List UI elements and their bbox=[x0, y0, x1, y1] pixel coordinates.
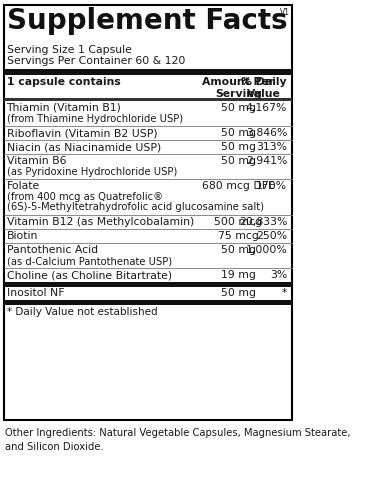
Text: Niacin (as Niacinamide USP): Niacin (as Niacinamide USP) bbox=[7, 142, 161, 152]
Text: 3%: 3% bbox=[270, 270, 287, 280]
Text: 50 mg: 50 mg bbox=[221, 142, 255, 152]
Bar bbox=[4, 282, 292, 287]
Text: Riboflavin (Vitamin B2 USP): Riboflavin (Vitamin B2 USP) bbox=[7, 128, 157, 138]
Text: Other Ingredients: Natural Vegetable Capsules, Magnesium Stearate,
and Silicon D: Other Ingredients: Natural Vegetable Cap… bbox=[5, 428, 350, 452]
Bar bbox=[4, 5, 292, 420]
Text: 4,167%: 4,167% bbox=[246, 103, 287, 113]
Text: 1 capsule contains: 1 capsule contains bbox=[7, 77, 120, 87]
Text: 19 mg: 19 mg bbox=[221, 270, 255, 280]
Text: Vitamin B12 (as Methylcobalamin): Vitamin B12 (as Methylcobalamin) bbox=[7, 217, 194, 227]
Text: (from 400 mcg as Quatrefolic®: (from 400 mcg as Quatrefolic® bbox=[7, 192, 163, 202]
Text: 50 mg: 50 mg bbox=[221, 245, 255, 255]
Text: Servings Per Container 60 & 120: Servings Per Container 60 & 120 bbox=[7, 56, 185, 66]
Bar bbox=[4, 98, 292, 100]
Text: (from Thiamine Hydrochloride USP): (from Thiamine Hydrochloride USP) bbox=[7, 114, 182, 124]
Text: Folate: Folate bbox=[7, 181, 40, 191]
Text: 1,000%: 1,000% bbox=[245, 245, 287, 255]
Text: 500 mcg: 500 mcg bbox=[214, 217, 262, 227]
Text: Pantothenic Acid: Pantothenic Acid bbox=[7, 245, 98, 255]
Text: (as d-Calcium Pantothenate USP): (as d-Calcium Pantothenate USP) bbox=[7, 256, 172, 266]
Text: V1: V1 bbox=[280, 8, 289, 17]
Text: 680 mcg DFE: 680 mcg DFE bbox=[202, 181, 274, 191]
Text: Serving Size 1 Capsule: Serving Size 1 Capsule bbox=[7, 45, 131, 55]
Text: 50 mg: 50 mg bbox=[221, 103, 255, 113]
Text: 50 mg: 50 mg bbox=[221, 128, 255, 138]
Text: 2,941%: 2,941% bbox=[246, 156, 287, 166]
Text: 170%: 170% bbox=[256, 181, 287, 191]
Text: 50 mg: 50 mg bbox=[221, 156, 255, 166]
Text: *: * bbox=[282, 288, 287, 298]
Text: (6S)-5-Methyltetrahydrofolic acid glucosamine salt): (6S)-5-Methyltetrahydrofolic acid glucos… bbox=[7, 202, 264, 212]
Text: * Daily Value not established: * Daily Value not established bbox=[7, 307, 157, 317]
Text: Vitamin B6: Vitamin B6 bbox=[7, 156, 66, 166]
Text: Inositol NF: Inositol NF bbox=[7, 288, 64, 298]
Text: 20,833%: 20,833% bbox=[239, 217, 287, 227]
Text: Amount Per
Serving: Amount Per Serving bbox=[202, 77, 274, 99]
Text: % Daily
Value: % Daily Value bbox=[242, 77, 287, 99]
Text: 250%: 250% bbox=[256, 231, 287, 241]
Text: Supplement Facts: Supplement Facts bbox=[7, 7, 287, 35]
Text: 75 mcg: 75 mcg bbox=[218, 231, 259, 241]
Text: 313%: 313% bbox=[256, 142, 287, 152]
Text: Biotin: Biotin bbox=[7, 231, 38, 241]
Text: Thiamin (Vitamin B1): Thiamin (Vitamin B1) bbox=[7, 103, 122, 113]
Bar bbox=[4, 300, 292, 305]
Bar bbox=[4, 69, 292, 75]
Text: Choline (as Choline Bitartrate): Choline (as Choline Bitartrate) bbox=[7, 270, 172, 280]
Text: 50 mg: 50 mg bbox=[221, 288, 255, 298]
Text: (as Pyridoxine Hydrochloride USP): (as Pyridoxine Hydrochloride USP) bbox=[7, 167, 177, 177]
Bar bbox=[4, 419, 292, 420]
Text: 3,846%: 3,846% bbox=[246, 128, 287, 138]
